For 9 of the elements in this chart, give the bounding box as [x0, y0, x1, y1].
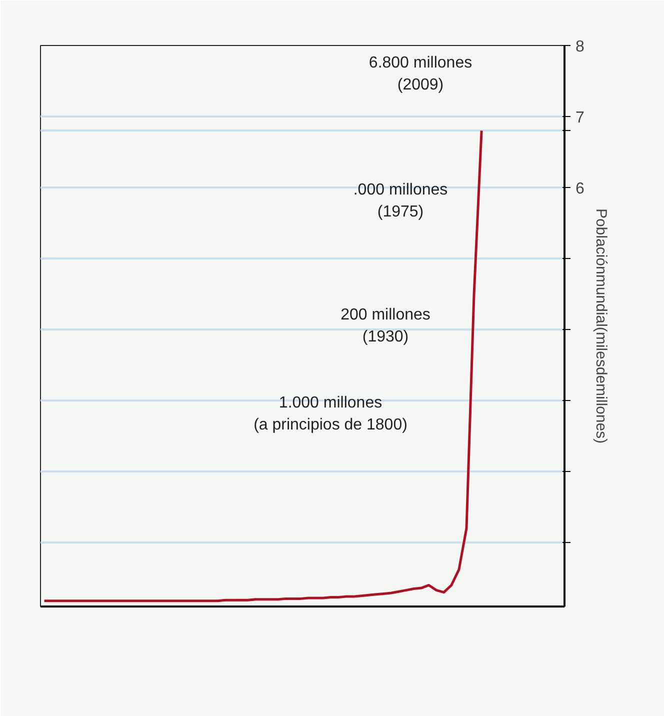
y-tick-label: 8 — [576, 38, 584, 56]
line-series — [43, 129, 483, 602]
annotation: .000 millones (1975) — [353, 182, 448, 220]
annotation: 200 millones (1930) — [340, 306, 430, 346]
y-axis-title: Poblaciónmundial(milesdemillones) — [592, 208, 610, 444]
annotation: 1.000 millones (a principios de 1800) — [254, 394, 408, 434]
annotation: 6.800 millones (2009) — [368, 54, 472, 94]
y-tick-label: 6 — [576, 180, 584, 198]
y-tick-label: 7 — [576, 110, 584, 127]
